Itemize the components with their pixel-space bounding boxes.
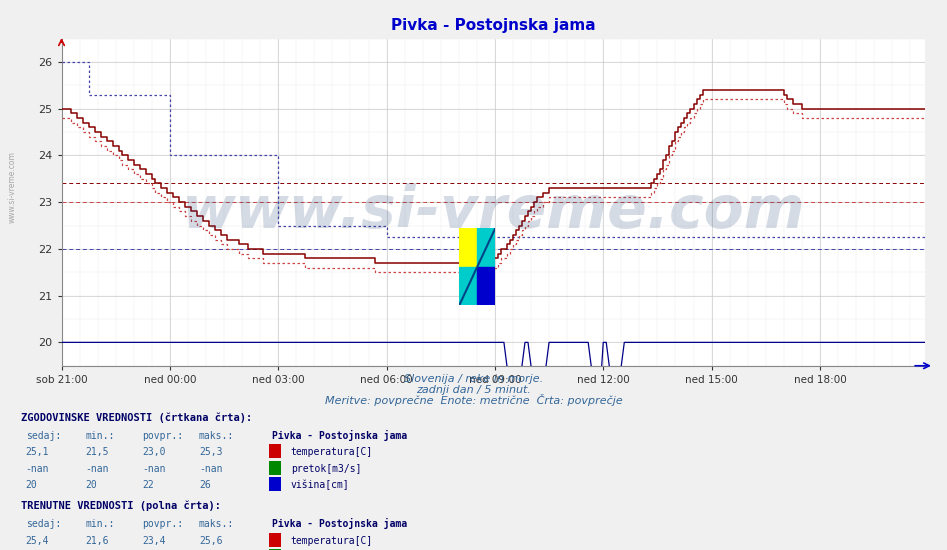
Text: 25,6: 25,6 <box>199 536 223 546</box>
Text: 25,1: 25,1 <box>26 447 49 458</box>
Text: 23,0: 23,0 <box>142 447 166 458</box>
Text: min.:: min.: <box>85 431 115 441</box>
Text: maks.:: maks.: <box>199 519 234 530</box>
Bar <box>459 267 477 305</box>
Text: višina[cm]: višina[cm] <box>291 480 349 491</box>
Bar <box>477 267 495 305</box>
Title: Pivka - Postojnska jama: Pivka - Postojnska jama <box>391 18 596 33</box>
Text: www.si-vreme.com: www.si-vreme.com <box>182 184 805 240</box>
Text: 20: 20 <box>26 480 37 491</box>
Text: www.si-vreme.com: www.si-vreme.com <box>8 151 17 223</box>
Text: Slovenija / reke in morje.: Slovenija / reke in morje. <box>404 374 543 384</box>
Text: ZGODOVINSKE VREDNOSTI (črtkana črta):: ZGODOVINSKE VREDNOSTI (črtkana črta): <box>21 412 252 423</box>
Text: 21,5: 21,5 <box>85 447 109 458</box>
Text: sedaj:: sedaj: <box>26 431 61 441</box>
Text: maks.:: maks.: <box>199 431 234 441</box>
Text: temperatura[C]: temperatura[C] <box>291 447 373 458</box>
Text: -nan: -nan <box>199 464 223 474</box>
Text: 22: 22 <box>142 480 153 491</box>
Text: povpr.:: povpr.: <box>142 519 183 530</box>
Text: 23,4: 23,4 <box>142 536 166 546</box>
Text: 20: 20 <box>85 480 97 491</box>
Bar <box>459 228 477 267</box>
Text: min.:: min.: <box>85 519 115 530</box>
Text: 25,3: 25,3 <box>199 447 223 458</box>
Text: povpr.:: povpr.: <box>142 431 183 441</box>
Text: temperatura[C]: temperatura[C] <box>291 536 373 546</box>
Text: -nan: -nan <box>142 464 166 474</box>
Text: sedaj:: sedaj: <box>26 519 61 530</box>
Text: Pivka - Postojnska jama: Pivka - Postojnska jama <box>272 519 407 530</box>
Text: 25,4: 25,4 <box>26 536 49 546</box>
Text: zadnji dan / 5 minut.: zadnji dan / 5 minut. <box>416 385 531 395</box>
Text: -nan: -nan <box>85 464 109 474</box>
Text: Meritve: povprečne  Enote: metrične  Črta: povprečje: Meritve: povprečne Enote: metrične Črta:… <box>325 394 622 406</box>
Text: pretok[m3/s]: pretok[m3/s] <box>291 464 361 474</box>
Text: 26: 26 <box>199 480 210 491</box>
Text: 21,6: 21,6 <box>85 536 109 546</box>
Bar <box>477 228 495 267</box>
Text: Pivka - Postojnska jama: Pivka - Postojnska jama <box>272 430 407 441</box>
Text: TRENUTNE VREDNOSTI (polna črta):: TRENUTNE VREDNOSTI (polna črta): <box>21 501 221 512</box>
Text: -nan: -nan <box>26 464 49 474</box>
